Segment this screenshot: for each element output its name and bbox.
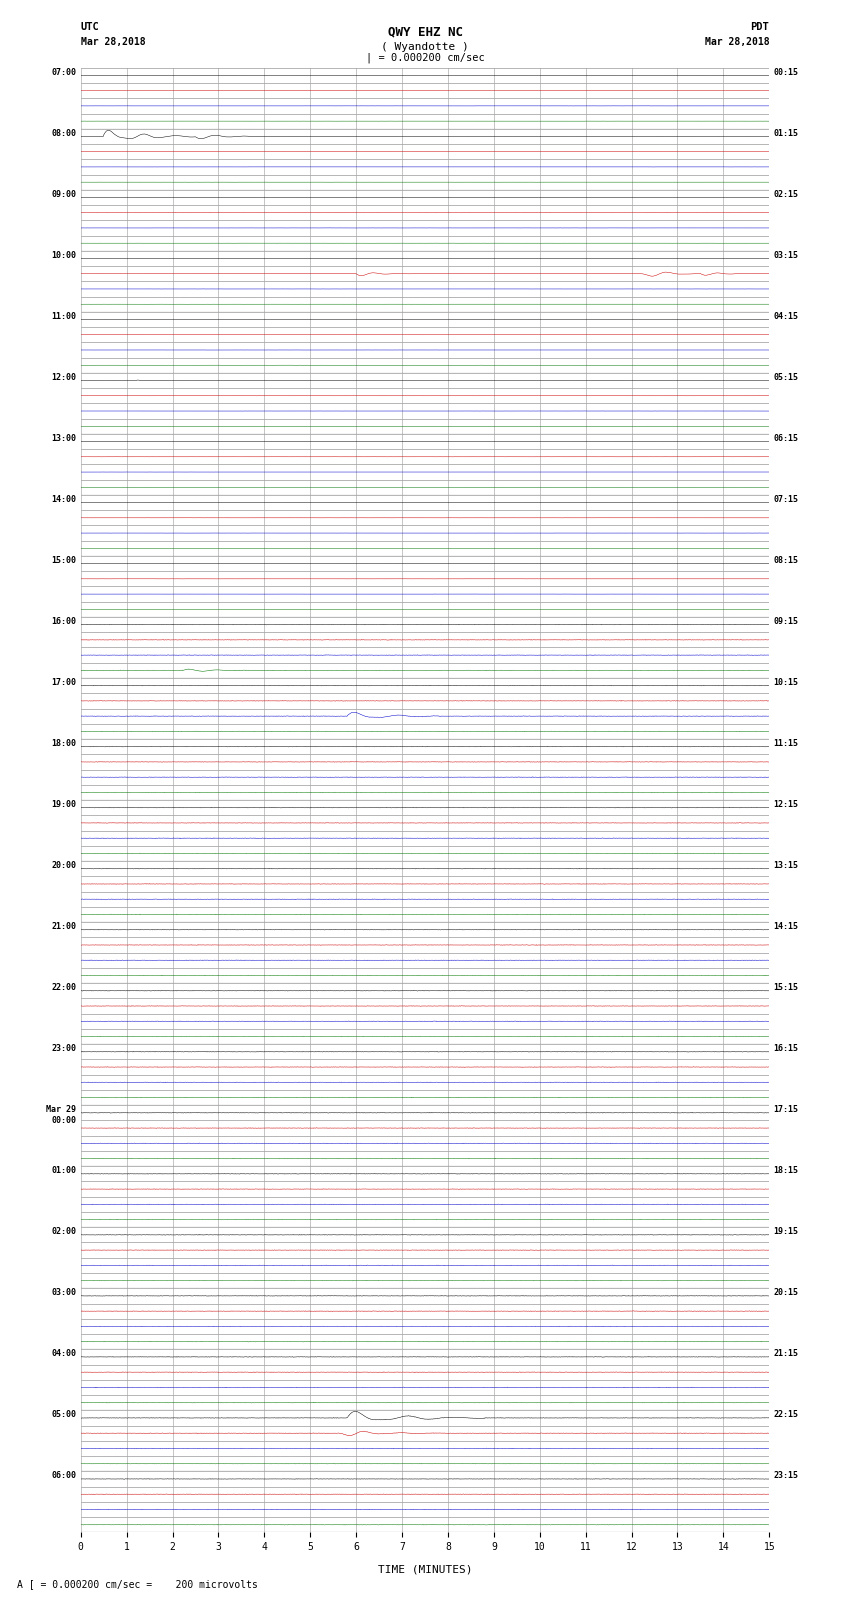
- Text: PDT: PDT: [751, 23, 769, 32]
- Text: Mar 29
00:00: Mar 29 00:00: [47, 1105, 76, 1124]
- Text: 13:15: 13:15: [774, 861, 798, 869]
- Text: 17:15: 17:15: [774, 1105, 798, 1115]
- Text: 05:15: 05:15: [774, 373, 798, 382]
- Text: UTC: UTC: [81, 23, 99, 32]
- Text: 10:15: 10:15: [774, 677, 798, 687]
- Text: 14:00: 14:00: [52, 495, 76, 503]
- Text: 08:15: 08:15: [774, 556, 798, 565]
- Text: 22:00: 22:00: [52, 982, 76, 992]
- Text: 19:00: 19:00: [52, 800, 76, 810]
- Text: 18:00: 18:00: [52, 739, 76, 748]
- Text: 06:15: 06:15: [774, 434, 798, 444]
- Text: 08:00: 08:00: [52, 129, 76, 137]
- Text: 04:00: 04:00: [52, 1348, 76, 1358]
- Text: 16:15: 16:15: [774, 1044, 798, 1053]
- Text: 16:00: 16:00: [52, 618, 76, 626]
- Text: 20:15: 20:15: [774, 1289, 798, 1297]
- Text: 03:15: 03:15: [774, 252, 798, 260]
- Text: 22:15: 22:15: [774, 1410, 798, 1419]
- Text: 11:15: 11:15: [774, 739, 798, 748]
- Text: 15:00: 15:00: [52, 556, 76, 565]
- Text: 02:15: 02:15: [774, 190, 798, 198]
- Text: 07:00: 07:00: [52, 68, 76, 77]
- Text: 09:00: 09:00: [52, 190, 76, 198]
- Text: 04:15: 04:15: [774, 311, 798, 321]
- Text: 01:15: 01:15: [774, 129, 798, 137]
- Text: | = 0.000200 cm/sec: | = 0.000200 cm/sec: [366, 52, 484, 63]
- Text: Mar 28,2018: Mar 28,2018: [705, 37, 769, 47]
- Text: 01:00: 01:00: [52, 1166, 76, 1176]
- Text: TIME (MINUTES): TIME (MINUTES): [377, 1565, 473, 1574]
- Text: Mar 28,2018: Mar 28,2018: [81, 37, 145, 47]
- Text: 15:15: 15:15: [774, 982, 798, 992]
- Text: 21:00: 21:00: [52, 923, 76, 931]
- Text: 18:15: 18:15: [774, 1166, 798, 1176]
- Text: 17:00: 17:00: [52, 677, 76, 687]
- Text: 21:15: 21:15: [774, 1348, 798, 1358]
- Text: ( Wyandotte ): ( Wyandotte ): [381, 42, 469, 52]
- Text: 05:00: 05:00: [52, 1410, 76, 1419]
- Text: 03:00: 03:00: [52, 1289, 76, 1297]
- Text: 12:15: 12:15: [774, 800, 798, 810]
- Text: 09:15: 09:15: [774, 618, 798, 626]
- Text: 10:00: 10:00: [52, 252, 76, 260]
- Text: 11:00: 11:00: [52, 311, 76, 321]
- Text: 12:00: 12:00: [52, 373, 76, 382]
- Text: 23:15: 23:15: [774, 1471, 798, 1481]
- Text: 06:00: 06:00: [52, 1471, 76, 1481]
- Text: 13:00: 13:00: [52, 434, 76, 444]
- Text: 07:15: 07:15: [774, 495, 798, 503]
- Text: 00:15: 00:15: [774, 68, 798, 77]
- Text: 02:00: 02:00: [52, 1227, 76, 1236]
- Text: QWY EHZ NC: QWY EHZ NC: [388, 26, 462, 39]
- Text: 23:00: 23:00: [52, 1044, 76, 1053]
- Text: A [ = 0.000200 cm/sec =    200 microvolts: A [ = 0.000200 cm/sec = 200 microvolts: [17, 1579, 258, 1589]
- Text: 20:00: 20:00: [52, 861, 76, 869]
- Text: 14:15: 14:15: [774, 923, 798, 931]
- Text: 19:15: 19:15: [774, 1227, 798, 1236]
